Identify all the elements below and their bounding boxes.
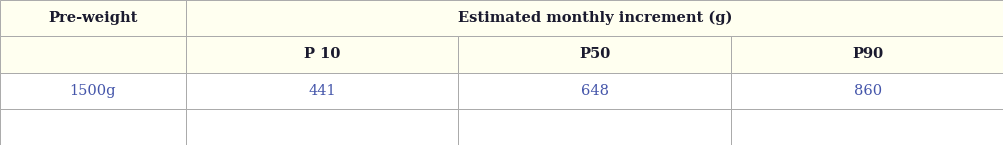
Bar — [186, 72, 458, 109]
Text: P50: P50 — [579, 47, 610, 61]
Bar — [186, 36, 458, 72]
Bar — [730, 109, 1003, 145]
Bar — [0, 109, 186, 145]
Text: Pre-weight: Pre-weight — [48, 11, 137, 25]
Bar — [186, 109, 458, 145]
Text: 1500g: 1500g — [69, 84, 116, 98]
Bar — [458, 109, 730, 145]
Bar — [458, 72, 730, 109]
Bar — [730, 72, 1003, 109]
Text: P 10: P 10 — [304, 47, 340, 61]
Bar — [730, 36, 1003, 72]
Bar — [0, 0, 186, 36]
Text: P90: P90 — [852, 47, 883, 61]
Bar — [458, 36, 730, 72]
Text: Estimated monthly increment (g): Estimated monthly increment (g) — [457, 11, 731, 25]
Text: 648: 648 — [580, 84, 608, 98]
Bar — [186, 0, 1003, 36]
Text: 441: 441 — [308, 84, 335, 98]
Bar — [0, 72, 186, 109]
Text: 860: 860 — [853, 84, 881, 98]
Bar — [0, 36, 186, 72]
